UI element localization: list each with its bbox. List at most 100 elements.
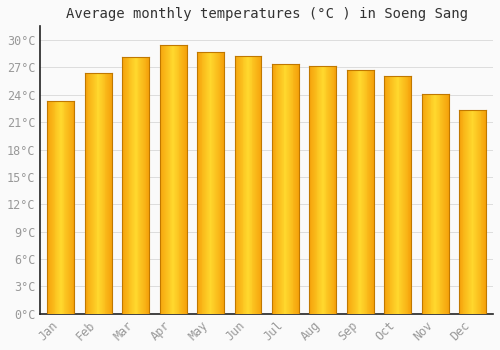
Bar	[133, 57, 134, 314]
Bar	[320, 66, 321, 314]
Bar	[460, 110, 461, 314]
Bar	[141, 57, 142, 314]
Bar	[91, 73, 92, 314]
Bar	[429, 94, 430, 314]
Bar	[444, 94, 445, 314]
Bar	[348, 70, 350, 314]
Bar	[350, 70, 351, 314]
Bar	[319, 66, 320, 314]
Bar	[356, 70, 358, 314]
Bar	[90, 73, 91, 314]
Bar	[98, 73, 99, 314]
Bar	[361, 70, 362, 314]
Bar	[250, 56, 252, 314]
Bar	[334, 66, 336, 314]
Bar	[403, 76, 404, 314]
Bar	[51, 101, 52, 314]
Bar	[148, 57, 149, 314]
Bar	[366, 70, 368, 314]
Bar	[363, 70, 364, 314]
Bar	[213, 52, 214, 314]
Bar	[64, 101, 66, 314]
Bar	[478, 110, 479, 314]
Bar	[353, 70, 354, 314]
Bar	[279, 64, 280, 314]
Bar	[223, 52, 224, 314]
Bar	[100, 73, 101, 314]
Bar	[110, 73, 111, 314]
Bar	[440, 94, 442, 314]
Bar	[330, 66, 331, 314]
Bar	[470, 110, 472, 314]
Bar	[176, 46, 178, 314]
Bar	[134, 57, 135, 314]
Bar	[58, 101, 59, 314]
Bar	[93, 73, 94, 314]
Bar	[202, 52, 203, 314]
Bar	[236, 56, 237, 314]
Bar	[142, 57, 143, 314]
Bar	[62, 101, 64, 314]
Bar	[436, 94, 437, 314]
Bar	[207, 52, 208, 314]
Bar	[286, 64, 287, 314]
Bar	[167, 46, 168, 314]
Bar	[326, 66, 328, 314]
Bar	[392, 76, 393, 314]
Bar	[56, 101, 58, 314]
Bar	[70, 101, 71, 314]
Bar	[240, 56, 241, 314]
Bar	[438, 94, 440, 314]
Bar	[398, 76, 400, 314]
Bar	[322, 66, 323, 314]
Bar	[282, 64, 284, 314]
Bar	[53, 101, 54, 314]
Bar	[477, 110, 478, 314]
Bar	[66, 101, 67, 314]
Bar	[178, 46, 180, 314]
Bar	[442, 94, 443, 314]
Bar	[396, 76, 398, 314]
Bar	[400, 76, 401, 314]
Bar	[372, 70, 373, 314]
Bar	[144, 57, 146, 314]
Bar	[410, 76, 411, 314]
Bar	[257, 56, 258, 314]
Bar	[205, 52, 206, 314]
Bar	[92, 73, 93, 314]
Bar	[408, 76, 410, 314]
Bar	[405, 76, 406, 314]
Bar	[173, 46, 174, 314]
Bar	[274, 64, 276, 314]
Bar	[475, 110, 476, 314]
Bar	[461, 110, 462, 314]
Bar	[234, 56, 236, 314]
Bar	[258, 56, 260, 314]
Bar	[358, 70, 360, 314]
Bar	[239, 56, 240, 314]
Bar	[215, 52, 216, 314]
Bar	[369, 70, 370, 314]
Bar	[472, 110, 474, 314]
Bar	[384, 76, 385, 314]
Bar	[298, 64, 299, 314]
Bar	[180, 46, 181, 314]
Bar	[482, 110, 484, 314]
Bar	[468, 110, 469, 314]
Bar	[198, 52, 199, 314]
Bar	[241, 56, 242, 314]
Bar	[425, 94, 426, 314]
Bar	[106, 73, 108, 314]
Bar	[252, 56, 254, 314]
Bar	[48, 101, 49, 314]
Bar	[462, 110, 464, 314]
Bar	[124, 57, 125, 314]
Bar	[287, 64, 288, 314]
Bar	[466, 110, 467, 314]
Bar	[102, 73, 103, 314]
Bar	[85, 73, 86, 314]
Bar	[162, 46, 164, 314]
Bar	[385, 76, 386, 314]
Bar	[175, 46, 176, 314]
Bar	[242, 56, 244, 314]
